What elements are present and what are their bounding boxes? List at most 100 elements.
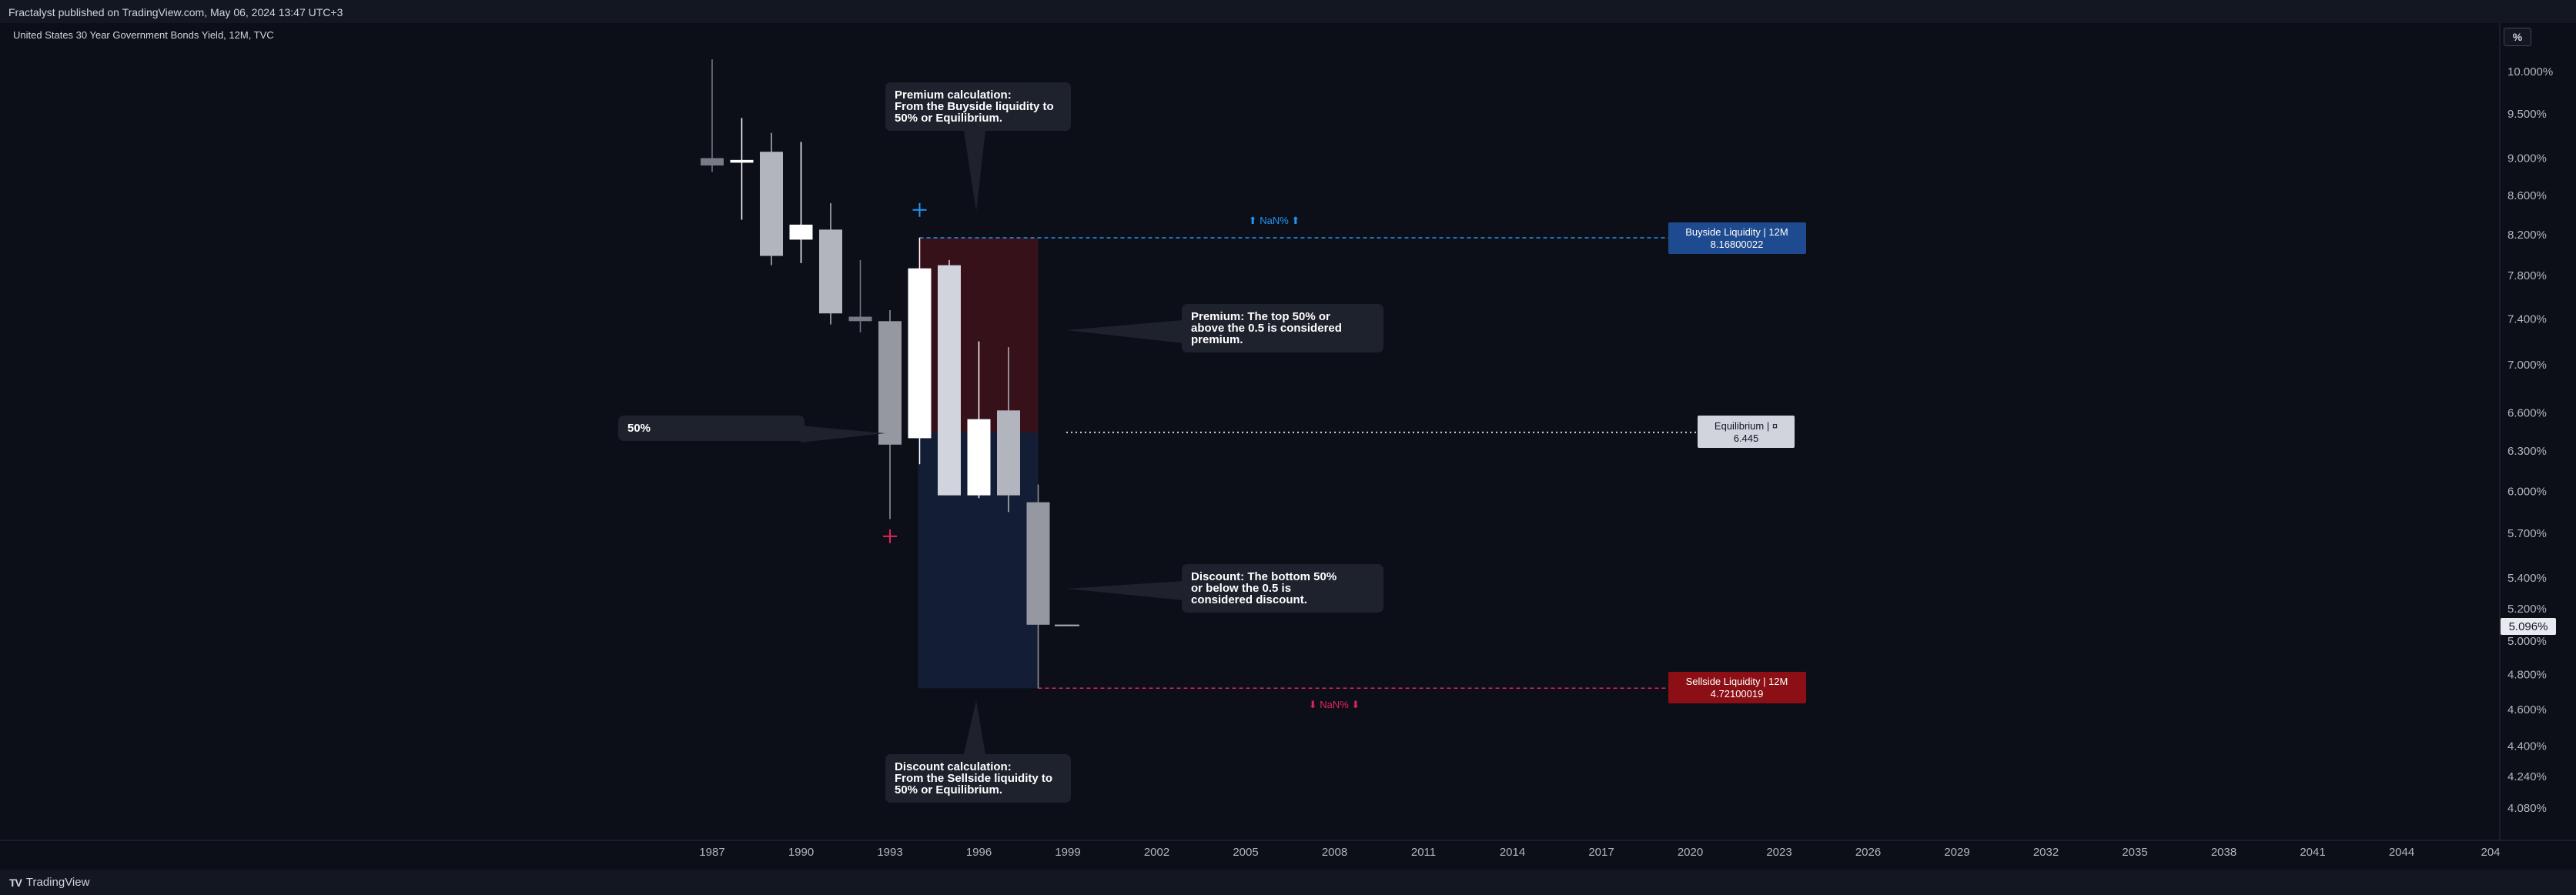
tradingview-logo-icon: TV [9,876,22,889]
pointer-premium [1066,320,1183,343]
candle-1988 [730,118,754,220]
current-price-tag: 5.096% [2501,618,2556,635]
candle-1995 [938,259,961,496]
candle-body [1026,502,1050,625]
candle-body [848,316,872,322]
candles-layer [701,59,1079,689]
sellside-label-value: 4.72100019 [1711,688,1764,700]
candle-body [938,265,961,496]
x-tick-label: 1993 [877,846,902,859]
candle-body [878,321,902,445]
x-tick-label: 2005 [1233,846,1258,859]
x-tick-label: 1996 [966,846,992,859]
bottom-bar: TV TradingView [0,870,2576,895]
current-price-value: 5.096% [2509,620,2548,633]
x-tick-label: 2002 [1144,846,1169,859]
x-tick-label: 1990 [788,846,814,859]
candle-1999 [1055,624,1079,626]
buyside-label-title: Buyside Liquidity | 12M [1685,226,1788,238]
y-tick-label: 6.000% [2507,485,2547,498]
discount-calculation-note[interactable]: Discount calculation: From the Sellside … [885,754,1071,803]
candle-1987 [701,59,724,172]
candle-1993 [878,309,902,519]
pointer-fifty [801,426,885,442]
equilibrium-label[interactable]: Equilibrium | ¤ 6.445 [1698,416,1795,448]
y-tick-label: 4.080% [2507,802,2547,815]
candle-body [701,158,724,166]
x-tick-label: 2041 [2300,846,2325,859]
time-axis: 1987 1990 1993 1996 1999 2002 2005 2008 2011 2014… [699,846,2500,859]
discount-note[interactable]: Discount: The bottom 50% or below the 0.… [1182,564,1383,613]
x-tick-label: 2032 [2033,846,2059,859]
levels-layer [919,237,1698,689]
y-tick-label: 9.000% [2507,152,2547,165]
buyside-nan-text: ⬆ NaN% ⬆ [1249,215,1300,226]
x-tick-label: 2020 [1678,846,1703,859]
candle-1989 [760,132,783,265]
y-tick-label: 5.400% [2507,572,2547,585]
candle-body [789,224,813,240]
candle-1992 [848,259,872,332]
sellside-liquidity-label[interactable]: Sellside Liquidity | 12M 4.72100019 [1668,672,1806,703]
y-tick-label: 8.600% [2507,189,2547,202]
premium-note[interactable]: Premium: The top 50% or above the 0.5 is… [1182,304,1383,352]
fifty-percent-note[interactable]: 50% [618,416,805,441]
candle-body [967,419,991,496]
candle-1990 [789,142,813,263]
x-tick-label: 1999 [1055,846,1080,859]
buyside-liquidity-label[interactable]: Buyside Liquidity | 12M 8.16800022 [1668,222,1806,254]
y-tick-label: 8.200% [2507,229,2547,242]
price-axis: 10.000% 9.500% 9.000% 8.600% 8.200% 7.800% 7.4… [2507,65,2553,815]
premium-calculation-note[interactable]: Premium calculation: From the Buyside li… [885,82,1071,131]
x-tick-label: 2008 [1322,846,1347,859]
candle-body [997,410,1020,496]
y-tick-label: 4.800% [2507,669,2547,682]
premium-zone [918,238,1039,432]
buyside-label-value: 8.16800022 [1711,239,1764,250]
scale-percent-button[interactable]: % [2504,28,2531,46]
y-tick-label: 4.240% [2507,770,2547,783]
top-bar: Fractalyst published on TradingView.com,… [0,0,2576,23]
y-tick-label: 5.000% [2507,635,2547,648]
published-info: Fractalyst published on TradingView.com,… [8,6,343,18]
callout-pointers [801,131,1183,754]
y-tick-label: 6.600% [2507,407,2547,420]
candle-body [760,152,783,256]
pointer-discount-calc [964,700,985,754]
symbol-title: United States 30 Year Government Bonds Y… [13,29,274,41]
candle-1998 [1026,484,1050,689]
y-tick-label: 7.400% [2507,312,2547,326]
y-tick-label: 5.700% [2507,527,2547,540]
candle-body [908,268,932,439]
x-tick-label: 2014 [1500,846,1525,859]
pointer-discount [1066,581,1183,600]
candle-1991 [819,202,842,325]
pointer-premium-calc [964,131,985,212]
candle-body [819,229,842,314]
y-tick-label: 7.000% [2507,359,2547,372]
x-tick-label: 2029 [1944,846,1969,859]
y-tick-label: 10.000% [2507,65,2553,78]
candle-1997 [997,347,1020,513]
equilibrium-label-value: 6.445 [1734,432,1759,444]
y-tick-label: 9.500% [2507,108,2547,121]
x-tick-label: 2038 [2211,846,2236,859]
price-chart[interactable]: 10.000% 9.500% 9.000% 8.600% 8.200% 7.800% 7.4… [0,0,2576,870]
tradingview-brand[interactable]: TV TradingView [9,876,89,889]
x-tick-label: 2017 [1588,846,1614,859]
marker-cross-0 [912,202,927,217]
candle-1996 [967,341,991,499]
x-tick-label: 2023 [1766,846,1791,859]
x-tick-label: 2035 [2122,846,2147,859]
x-tick-label: 204 [2481,846,2500,859]
x-tick-label: 2011 [1411,846,1436,859]
marker-cross-1 [883,529,897,543]
x-tick-label: 2044 [2389,846,2414,859]
sellside-nan-text: ⬇ NaN% ⬇ [1309,699,1360,710]
y-tick-label: 5.200% [2507,603,2547,616]
x-tick-label: 1987 [699,846,724,859]
equilibrium-label-title: Equilibrium | ¤ [1715,420,1778,432]
y-tick-label: 4.400% [2507,740,2547,753]
y-tick-label: 4.600% [2507,703,2547,716]
